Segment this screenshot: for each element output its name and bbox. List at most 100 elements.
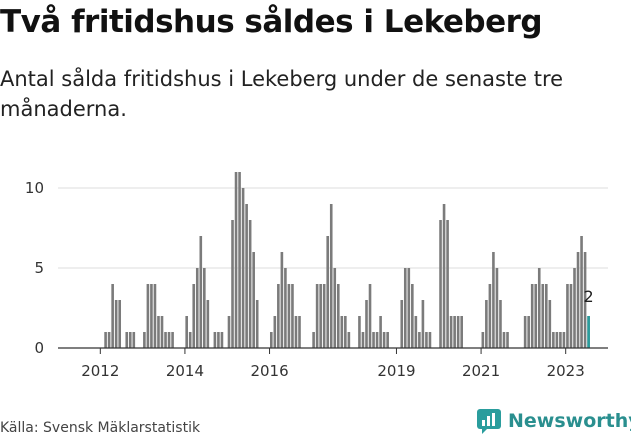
bar [287, 284, 291, 348]
bar [336, 284, 340, 348]
bar [111, 284, 114, 348]
bar [238, 172, 241, 348]
bar [534, 284, 538, 348]
x-tick-label: 2016 [250, 362, 288, 380]
bar [227, 316, 231, 348]
bar [559, 332, 562, 348]
bar [344, 316, 347, 348]
bar [537, 268, 541, 348]
bar [372, 332, 375, 348]
bar [379, 316, 382, 348]
bar [375, 332, 379, 348]
bar [580, 236, 583, 348]
bar-chart: 0 5 10 2 2012 2014 2016 2019 2021 2023 [25, 172, 608, 380]
bar [203, 268, 206, 348]
bar [421, 300, 425, 348]
x-tick-label: 2023 [547, 362, 585, 380]
newsworthy-logo-icon [477, 409, 501, 434]
bar [277, 284, 280, 348]
bar [167, 332, 171, 348]
x-tick-label: 2019 [377, 362, 415, 380]
bar [255, 300, 259, 348]
bar [403, 268, 407, 348]
bar [312, 332, 315, 348]
bar [449, 316, 453, 348]
bar [446, 220, 449, 348]
bar [164, 332, 167, 348]
bar [442, 204, 446, 348]
bar [125, 332, 129, 348]
bar [132, 332, 136, 348]
bar [425, 332, 428, 348]
bar [407, 268, 411, 348]
chart-title: Två fritidshus såldes i Lekeberg [0, 4, 543, 40]
bar [569, 284, 573, 348]
y-tick-label: 0 [34, 339, 44, 357]
y-tick-label: 10 [25, 179, 44, 197]
bar [150, 284, 153, 348]
bar [428, 332, 432, 348]
bar [492, 252, 495, 348]
bar [340, 316, 344, 348]
bar [273, 316, 277, 348]
bar [206, 300, 210, 348]
bar [530, 284, 534, 348]
bar [114, 300, 118, 348]
bar [231, 220, 234, 348]
bar [361, 332, 365, 348]
bar [248, 220, 252, 348]
bar [199, 236, 203, 348]
bar [153, 284, 157, 348]
bar [298, 316, 301, 348]
bar [143, 332, 146, 348]
bar [481, 332, 485, 348]
bar [192, 284, 196, 348]
bar [213, 332, 217, 348]
bar [294, 316, 298, 348]
bar [269, 332, 273, 348]
bar [541, 284, 545, 348]
bar [241, 188, 245, 348]
bar [555, 332, 559, 348]
x-tick-label: 2021 [462, 362, 500, 380]
bar [358, 316, 361, 348]
bar [502, 332, 506, 348]
bar [104, 332, 107, 348]
bar [368, 284, 372, 348]
bar [195, 268, 199, 348]
bar [185, 316, 188, 348]
bar [128, 332, 132, 348]
bar [453, 316, 456, 348]
bar [234, 172, 238, 348]
bar [284, 268, 287, 348]
bar [171, 332, 174, 348]
bar [499, 300, 502, 348]
bar [573, 268, 576, 348]
bar [322, 284, 326, 348]
bar-latest [587, 316, 590, 348]
bar [107, 332, 111, 348]
bar [460, 316, 463, 348]
bar [333, 268, 337, 348]
bar [544, 284, 548, 348]
bar [456, 316, 460, 348]
bar [157, 316, 160, 348]
bar [315, 284, 319, 348]
bar [488, 284, 492, 348]
bar [566, 284, 569, 348]
bar [506, 332, 509, 348]
newsworthy-logo: Newsworthy [476, 408, 631, 434]
bar [217, 332, 220, 348]
bar [400, 300, 404, 348]
bar [188, 332, 192, 348]
bar [146, 284, 150, 348]
newsworthy-logo-text: Newsworthy [508, 410, 631, 432]
bar [386, 332, 389, 348]
bar [523, 316, 527, 348]
bar [576, 252, 580, 348]
bar [562, 332, 566, 348]
bar [583, 252, 587, 348]
bar [485, 300, 488, 348]
bar [160, 316, 164, 348]
bar [548, 300, 552, 348]
